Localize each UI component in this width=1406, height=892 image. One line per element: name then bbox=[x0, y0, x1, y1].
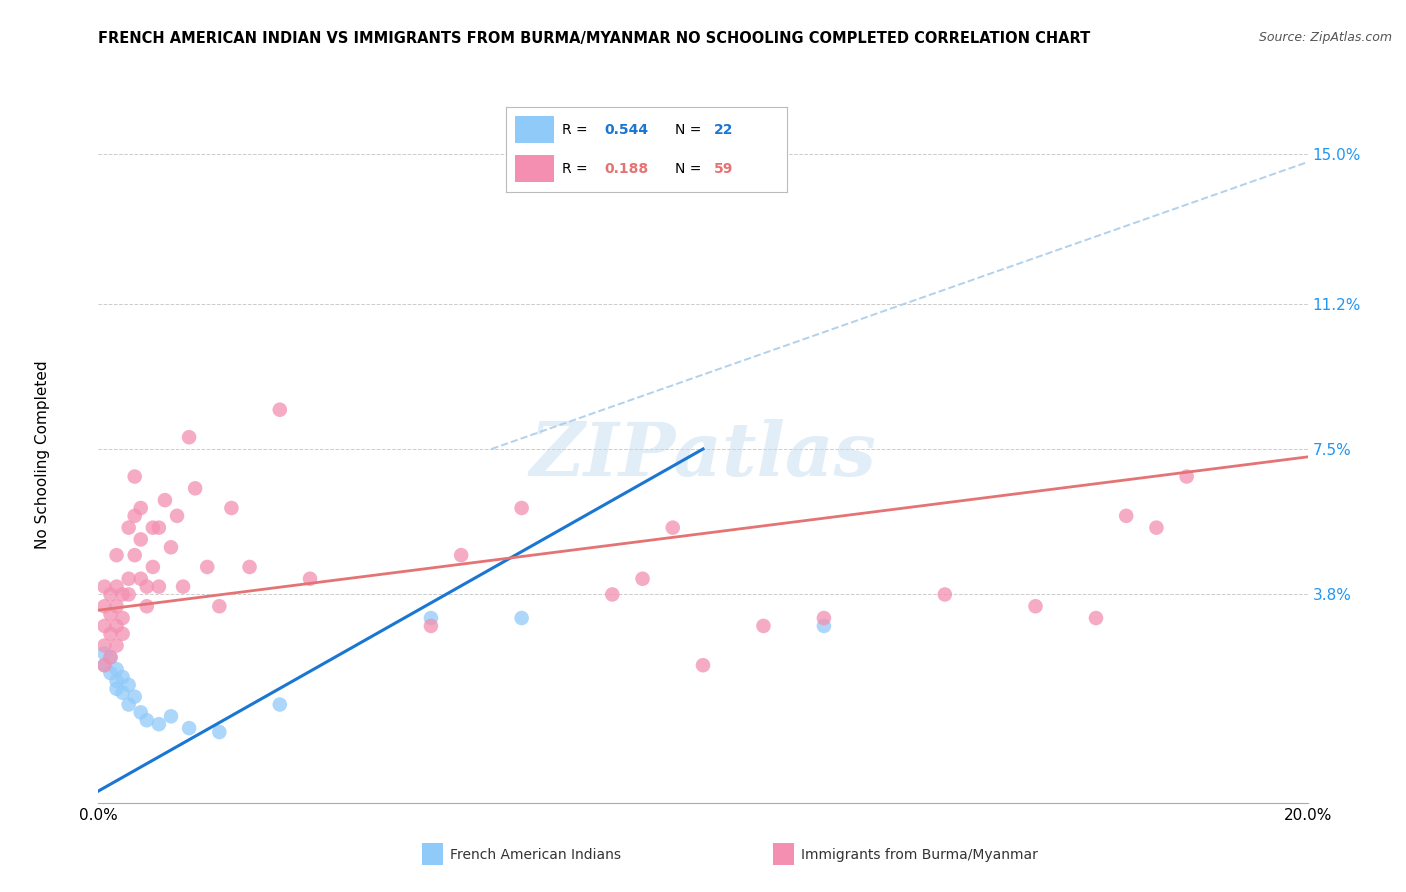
Point bbox=[602, 587, 624, 601]
Point bbox=[105, 681, 128, 696]
Text: ZIPatlas: ZIPatlas bbox=[530, 418, 876, 491]
Point bbox=[105, 619, 128, 633]
Bar bbox=[515, 155, 554, 183]
Point bbox=[661, 521, 683, 535]
Point bbox=[184, 481, 207, 495]
Text: FRENCH AMERICAN INDIAN VS IMMIGRANTS FROM BURMA/MYANMAR NO SCHOOLING COMPLETED C: FRENCH AMERICAN INDIAN VS IMMIGRANTS FRO… bbox=[98, 31, 1091, 46]
Point bbox=[129, 500, 152, 515]
Point bbox=[166, 508, 188, 523]
Point bbox=[172, 580, 194, 594]
Point bbox=[208, 725, 231, 739]
Point bbox=[269, 402, 291, 417]
Point bbox=[105, 580, 128, 594]
Point bbox=[105, 639, 128, 653]
Point bbox=[1175, 469, 1198, 483]
Point bbox=[93, 599, 115, 614]
Point bbox=[111, 627, 134, 641]
Point bbox=[1085, 611, 1108, 625]
Point bbox=[752, 619, 775, 633]
Point bbox=[105, 548, 128, 562]
Point bbox=[93, 658, 115, 673]
Point bbox=[105, 599, 128, 614]
Point bbox=[208, 599, 231, 614]
Point bbox=[419, 619, 441, 633]
Point bbox=[142, 560, 165, 574]
Point bbox=[111, 611, 134, 625]
Point bbox=[450, 548, 472, 562]
Point bbox=[221, 500, 243, 515]
Point bbox=[239, 560, 262, 574]
Point bbox=[813, 611, 835, 625]
Point bbox=[118, 521, 141, 535]
Bar bbox=[515, 116, 554, 144]
Point bbox=[692, 658, 714, 673]
Point bbox=[129, 533, 152, 547]
Point bbox=[135, 599, 157, 614]
Point bbox=[105, 673, 128, 688]
Text: N =: N = bbox=[675, 162, 706, 176]
Text: 0.544: 0.544 bbox=[605, 123, 648, 136]
Point bbox=[111, 587, 134, 601]
Point bbox=[269, 698, 291, 712]
Point bbox=[135, 713, 157, 727]
Point bbox=[510, 611, 533, 625]
Point bbox=[153, 493, 176, 508]
Text: French American Indians: French American Indians bbox=[450, 847, 621, 862]
Point bbox=[148, 580, 170, 594]
Point bbox=[129, 706, 152, 720]
Text: 0.188: 0.188 bbox=[605, 162, 648, 176]
Point bbox=[118, 587, 141, 601]
Text: R =: R = bbox=[562, 162, 592, 176]
Point bbox=[934, 587, 956, 601]
Point bbox=[118, 572, 141, 586]
Text: 59: 59 bbox=[714, 162, 734, 176]
Text: N =: N = bbox=[675, 123, 706, 136]
Point bbox=[93, 647, 115, 661]
Point bbox=[195, 560, 218, 574]
Point bbox=[160, 541, 183, 555]
Point bbox=[118, 678, 141, 692]
Point bbox=[299, 572, 322, 586]
Point bbox=[142, 521, 165, 535]
Point bbox=[100, 650, 122, 665]
Point bbox=[135, 580, 157, 594]
Point bbox=[148, 717, 170, 731]
Point bbox=[100, 666, 122, 681]
Point bbox=[111, 670, 134, 684]
Point bbox=[105, 662, 128, 676]
Point bbox=[93, 658, 115, 673]
Point bbox=[129, 572, 152, 586]
Point bbox=[124, 548, 146, 562]
Point bbox=[118, 698, 141, 712]
Point bbox=[111, 686, 134, 700]
Point bbox=[100, 587, 122, 601]
Point bbox=[510, 500, 533, 515]
Point bbox=[160, 709, 183, 723]
Text: Immigrants from Burma/Myanmar: Immigrants from Burma/Myanmar bbox=[801, 847, 1038, 862]
Point bbox=[1115, 508, 1137, 523]
Point bbox=[93, 619, 115, 633]
Point bbox=[124, 508, 146, 523]
Y-axis label: No Schooling Completed: No Schooling Completed bbox=[35, 360, 49, 549]
Point bbox=[813, 619, 835, 633]
Point bbox=[93, 639, 115, 653]
Text: 22: 22 bbox=[714, 123, 734, 136]
Point bbox=[1144, 521, 1167, 535]
Text: Source: ZipAtlas.com: Source: ZipAtlas.com bbox=[1258, 31, 1392, 45]
Point bbox=[177, 430, 201, 444]
Point bbox=[100, 627, 122, 641]
Text: R =: R = bbox=[562, 123, 592, 136]
Point bbox=[124, 690, 146, 704]
Point bbox=[177, 721, 201, 735]
Point bbox=[100, 650, 122, 665]
Point bbox=[100, 607, 122, 621]
Point bbox=[419, 611, 441, 625]
Point bbox=[148, 521, 170, 535]
Point bbox=[1024, 599, 1046, 614]
Point bbox=[124, 469, 146, 483]
Point bbox=[631, 572, 654, 586]
Point bbox=[93, 580, 115, 594]
